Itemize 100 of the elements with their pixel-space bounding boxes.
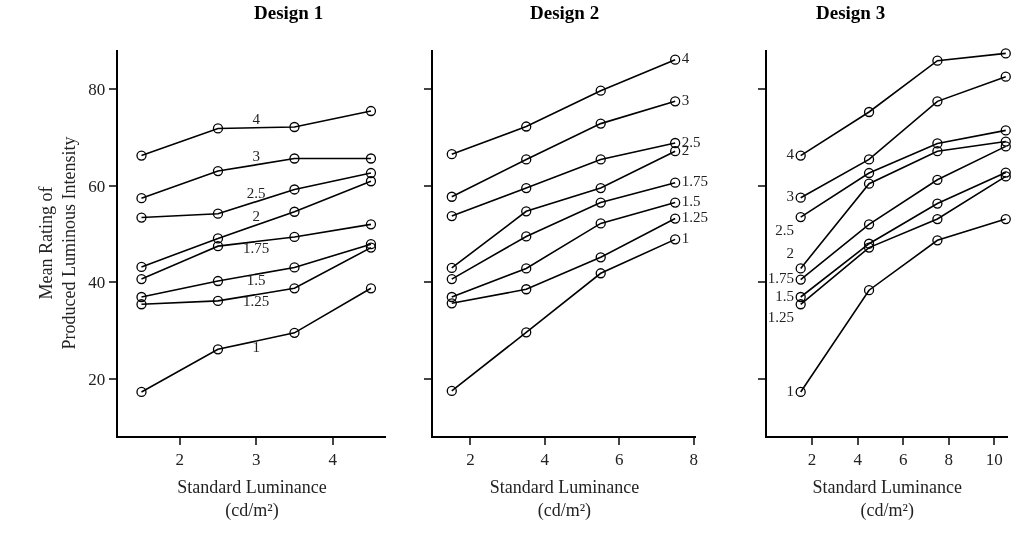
point [670, 137, 681, 149]
point [670, 213, 681, 224]
series-label: 1.75 [767, 270, 795, 287]
point [446, 210, 457, 222]
x-tick-label: 6 [898, 450, 908, 470]
point [1000, 125, 1011, 136]
point [670, 54, 681, 65]
point [1000, 213, 1011, 225]
series-label: 1 [681, 230, 690, 247]
point [136, 273, 147, 285]
x-axis-title: Standard Luminance (cd/m²) [812, 477, 963, 522]
point [595, 218, 606, 229]
series-label: 2.5 [246, 184, 266, 201]
series-label: 1 [786, 382, 795, 399]
series-label: 2 [252, 208, 260, 225]
chart-title: Design 1 [254, 2, 324, 23]
point [212, 241, 224, 252]
point [932, 213, 943, 225]
point [521, 206, 532, 217]
point [446, 262, 457, 274]
y-tick-label: 40 [88, 273, 106, 293]
y-tick-label: 60 [88, 176, 106, 196]
series-label: 4 [252, 110, 261, 127]
point [932, 138, 943, 149]
x-tick-label: 2 [175, 450, 184, 470]
chart-title: Design 3 [816, 2, 886, 23]
point [289, 121, 300, 133]
point [932, 198, 943, 209]
series-label: 3 [681, 92, 690, 109]
point [795, 263, 806, 274]
x-tick-label: 4 [328, 450, 338, 470]
point [795, 386, 806, 398]
point [670, 146, 681, 157]
point [863, 154, 875, 165]
point [795, 291, 806, 303]
series-label: 1.75 [681, 173, 709, 190]
point [795, 211, 806, 223]
point [670, 234, 681, 245]
point [446, 385, 457, 397]
point [365, 219, 377, 230]
point [521, 121, 532, 132]
point [212, 275, 224, 287]
series-label: 1.5 [775, 287, 795, 304]
point [595, 154, 606, 165]
point [289, 206, 300, 217]
point [212, 344, 224, 355]
x-tick-label: 4 [853, 450, 863, 470]
series-label: 4 [681, 50, 690, 67]
point [289, 184, 300, 195]
point [1000, 171, 1011, 182]
point [670, 177, 681, 188]
x-axis-title: Standard Luminance (cd/m²) [489, 477, 640, 522]
series-label: 2 [786, 245, 795, 262]
point [289, 153, 300, 164]
point [136, 291, 147, 303]
point [289, 262, 300, 273]
y-axis-title: Mean Rating of Produced Luminous Intensity [35, 136, 80, 350]
point [863, 285, 875, 296]
point [863, 219, 875, 230]
point [932, 96, 943, 107]
x-axis-title: Standard Luminance (cd/m²) [177, 477, 327, 522]
point [670, 96, 681, 107]
series-label: 4 [786, 146, 795, 163]
point [365, 283, 377, 294]
point [446, 291, 457, 303]
point [289, 231, 300, 243]
y-tick-label: 20 [88, 370, 106, 390]
point [863, 178, 875, 189]
point [1000, 136, 1011, 147]
point [795, 192, 806, 203]
point [595, 252, 606, 263]
series-label: 1.75 [243, 239, 270, 256]
point [521, 284, 532, 295]
point [136, 212, 147, 223]
x-tick-label: 8 [944, 450, 954, 470]
x-tick-label: 6 [615, 450, 624, 470]
point [932, 55, 943, 66]
series-label: 1.25 [681, 209, 709, 226]
point [863, 167, 875, 179]
point [365, 167, 377, 179]
point [446, 273, 457, 285]
x-tick-label: 8 [689, 450, 699, 470]
point [212, 233, 224, 244]
point [365, 153, 377, 164]
point [212, 208, 224, 219]
point [595, 197, 606, 208]
point [289, 327, 300, 338]
series-label: 1.25 [767, 309, 795, 326]
point [932, 235, 943, 246]
point [212, 165, 224, 177]
point [670, 197, 681, 208]
point [795, 299, 806, 310]
point [595, 118, 606, 129]
x-tick-label: 4 [540, 450, 550, 470]
x-tick-label: 3 [251, 450, 261, 470]
point [521, 182, 532, 194]
series-label: 1.5 [246, 272, 266, 289]
point [521, 263, 532, 274]
point [795, 150, 806, 161]
point [1000, 167, 1011, 178]
